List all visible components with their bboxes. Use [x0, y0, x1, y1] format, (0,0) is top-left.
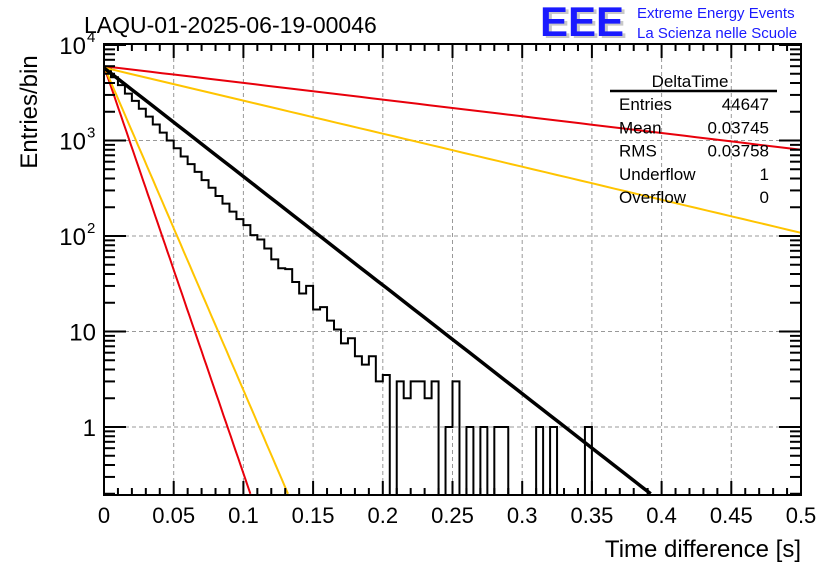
- histogram-bin: [383, 375, 390, 495]
- histogram-bin: [334, 329, 341, 495]
- logo-text: EEE: [540, 0, 624, 45]
- fit-curves: [102, 65, 802, 496]
- histogram-bin: [250, 235, 257, 495]
- histogram-bin: [501, 427, 508, 495]
- x-tick-label: 0.25: [431, 503, 474, 528]
- histogram-bin: [202, 180, 209, 495]
- histogram-bin: [404, 398, 411, 495]
- histogram-bin: [320, 307, 327, 495]
- histogram-bin: [466, 427, 473, 495]
- histogram-bin: [285, 269, 292, 495]
- logo-line1: Extreme Energy Events: [637, 5, 795, 22]
- histogram-bin: [411, 381, 418, 495]
- stats-box: DeltaTime Entries 44647 Mean 0.03745 RMS 0.03…: [610, 72, 777, 207]
- y-tick-label: 10: [59, 129, 86, 156]
- stats-label: Entries: [619, 95, 672, 114]
- histogram-bin: [264, 248, 271, 495]
- stats-label: Mean: [619, 118, 662, 137]
- x-tick-label: 0: [98, 503, 110, 528]
- x-tick-label: 0.2: [368, 503, 399, 528]
- stats-value: 1: [760, 165, 769, 184]
- histogram-bin: [299, 293, 306, 495]
- histogram-bin: [306, 286, 313, 495]
- histogram-bin: [181, 156, 188, 495]
- stats-value: 44647: [722, 95, 769, 114]
- histogram-bin: [125, 94, 132, 495]
- histogram-bin: [362, 365, 369, 495]
- histogram-bin: [160, 133, 167, 495]
- histogram-bin: [355, 356, 362, 495]
- stats-label: Underflow: [619, 165, 696, 184]
- histogram-bin: [397, 381, 404, 495]
- yellow-slow-curve: [103, 66, 802, 234]
- histogram-bin: [118, 85, 125, 495]
- yellow-fast-curve: [103, 65, 289, 495]
- x-tick-label: 0.5: [786, 503, 817, 528]
- x-tick-label: 0.3: [507, 503, 538, 528]
- red-fast-curve: [103, 65, 252, 495]
- stats-label: RMS: [619, 142, 657, 161]
- chart-title: LAQU-01-2025-06-19-00046: [84, 12, 377, 38]
- histogram-bin: [348, 338, 355, 495]
- stats-title: DeltaTime: [652, 72, 729, 91]
- histogram-bin: [585, 427, 592, 495]
- histogram-bin: [369, 356, 376, 495]
- histogram-bin: [376, 381, 383, 495]
- histogram-bin: [139, 109, 146, 495]
- logo-shadow: EEE: [543, 0, 627, 47]
- x-axis-label: Time difference [s]: [605, 536, 801, 563]
- histogram-bin: [432, 381, 439, 495]
- histogram-bin: [209, 188, 216, 495]
- y-tick-exponent: 4: [87, 29, 95, 46]
- stats-value: 0: [760, 188, 769, 207]
- x-tick-label: 0.4: [646, 503, 677, 528]
- x-tick-label: 0.45: [710, 503, 753, 528]
- y-tick-exponent: 3: [87, 125, 95, 142]
- histogram-bin: [174, 148, 181, 495]
- y-axis-label: Entries/bin: [16, 55, 43, 168]
- histogram-bin: [446, 427, 453, 495]
- histogram-bin: [278, 268, 285, 495]
- x-tick-label: 0.35: [570, 503, 613, 528]
- histogram-bin: [494, 427, 501, 495]
- histogram-bin: [167, 141, 174, 496]
- exponential-fit-curve: [102, 66, 652, 496]
- stats-value: 0.03758: [708, 142, 769, 161]
- tick-labels: 0 0.05 0.1 0.15 0.2 0.25 0.3 0.35 0.4 0.45 0.51101…: [59, 29, 816, 528]
- red-slow-curve: [103, 65, 802, 151]
- histogram-bin: [418, 381, 425, 495]
- y-tick-label: 1: [83, 415, 96, 442]
- x-tick-label: 0.05: [152, 503, 195, 528]
- eee-logo: EEE EEE Extreme Energy Events La Scienza…: [540, 0, 797, 47]
- stats-label: Overflow: [619, 188, 687, 207]
- histogram-bin: [313, 309, 320, 495]
- histogram-bin: [480, 427, 487, 495]
- histogram-bin: [292, 282, 299, 495]
- histogram-bin: [536, 427, 543, 495]
- x-tick-label: 0.15: [292, 503, 335, 528]
- axes: [103, 43, 802, 496]
- histogram-bin: [453, 381, 460, 495]
- x-tick-label: 0.1: [228, 503, 259, 528]
- y-tick-exponent: 2: [87, 220, 95, 237]
- y-tick-label: 10: [59, 33, 86, 60]
- plot-frame: [103, 43, 802, 496]
- histogram-bin: [243, 225, 250, 495]
- histogram-bin: [341, 343, 348, 495]
- logo-line2: La Scienza nelle Scuole: [637, 25, 797, 42]
- histogram-bin: [327, 321, 334, 495]
- histogram-bin: [216, 196, 223, 495]
- histogram-bin: [425, 398, 432, 495]
- y-tick-label: 10: [59, 224, 86, 251]
- histogram-bin: [257, 239, 264, 495]
- histogram-bin: [550, 427, 557, 495]
- y-tick-label: 10: [69, 320, 96, 347]
- stats-value: 0.03745: [708, 118, 769, 137]
